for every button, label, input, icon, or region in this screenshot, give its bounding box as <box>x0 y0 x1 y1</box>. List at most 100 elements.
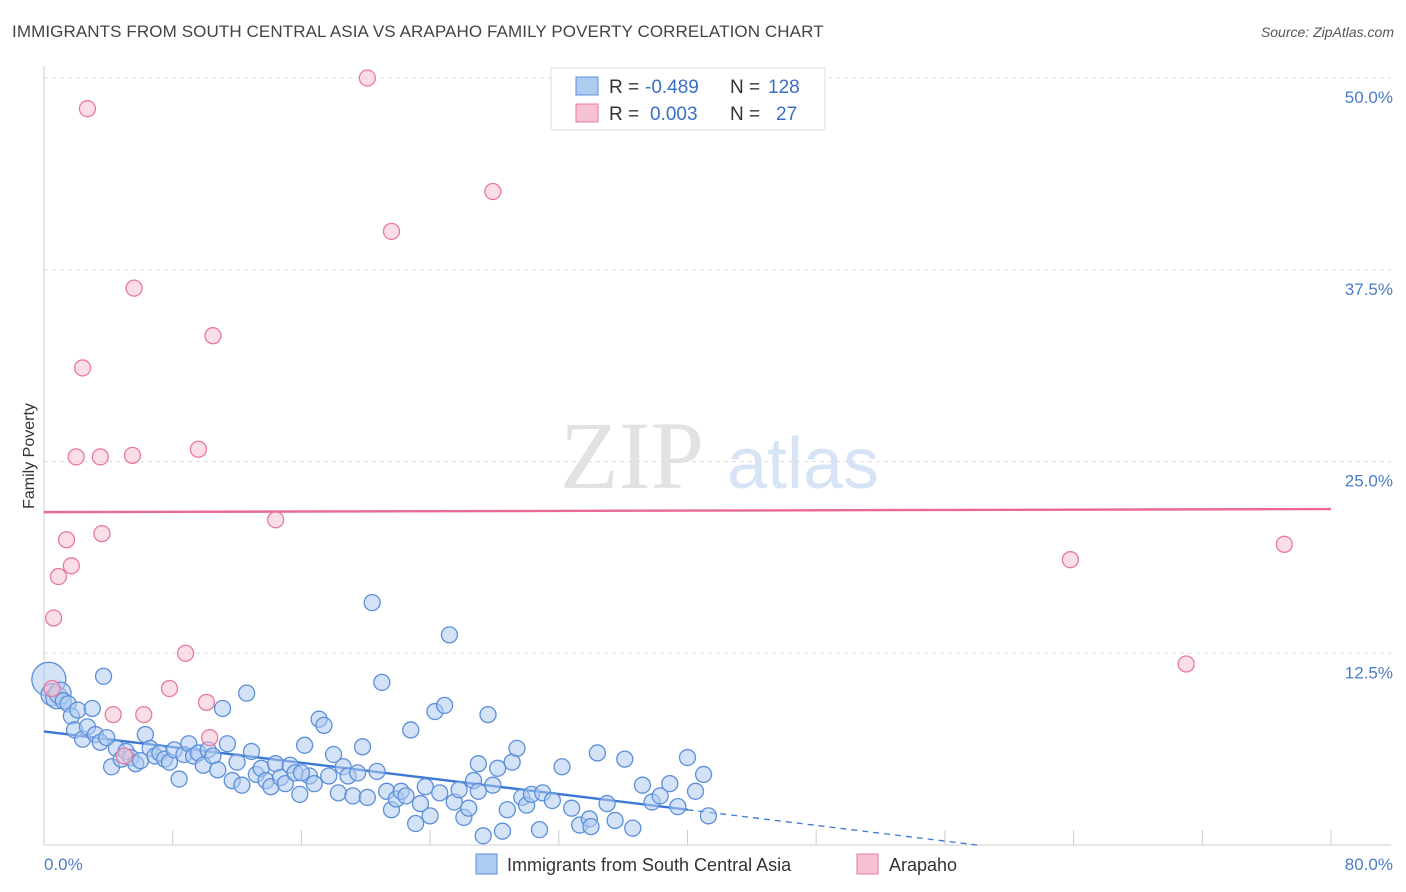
point-arapaho-17 <box>189 440 208 458</box>
chart-title: IMMIGRANTS FROM SOUTH CENTRAL ASIA VS AR… <box>12 22 824 41</box>
point-south-central-asia-58 <box>305 774 323 793</box>
point-south-central-asia-114 <box>624 819 642 837</box>
trend-lines <box>43 507 1332 846</box>
point-arapaho-12 <box>123 446 142 465</box>
point-south-central-asia-66 <box>344 787 362 805</box>
point-south-central-asia-88 <box>450 781 468 799</box>
point-south-central-asia-125 <box>469 755 488 773</box>
stats-n-label-2: N = <box>730 104 760 125</box>
point-south-central-asia-100 <box>508 739 526 758</box>
point-arapaho-18 <box>197 693 216 711</box>
point-arapaho-27 <box>1275 535 1293 553</box>
point-arapaho-16 <box>176 644 195 662</box>
point-south-central-asia-42 <box>228 753 246 771</box>
point-south-central-asia-112 <box>606 811 624 830</box>
point-arapaho-19 <box>201 728 219 747</box>
point-south-central-asia-97 <box>493 822 512 840</box>
point-south-central-asia-84 <box>431 784 449 802</box>
point-south-central-asia-71 <box>368 762 386 781</box>
x-tick-label-1: 80.0% <box>1345 855 1393 874</box>
point-south-central-asia-93 <box>474 827 492 845</box>
axes <box>43 66 1391 846</box>
point-arapaho-3 <box>57 531 76 549</box>
point-south-central-asia-86 <box>440 626 459 644</box>
point-south-central-asia-110 <box>588 744 607 762</box>
point-south-central-asia-106 <box>553 758 571 776</box>
point-south-central-asia-126 <box>530 821 549 839</box>
point-arapaho-21 <box>267 511 285 529</box>
point-south-central-asia-63 <box>329 784 348 802</box>
point-south-central-asia-122 <box>694 765 713 784</box>
point-south-central-asia-119 <box>669 798 687 816</box>
x-tick-label-0: 0.0% <box>44 855 83 874</box>
point-south-central-asia-39 <box>213 699 232 718</box>
point-south-central-asia-40 <box>218 735 237 753</box>
point-south-central-asia-67 <box>349 764 367 782</box>
point-south-central-asia-60 <box>315 716 333 734</box>
point-arapaho-15 <box>160 679 179 698</box>
point-south-central-asia-78 <box>402 721 420 739</box>
y-tick-label-2: 37.5% <box>1345 280 1393 299</box>
point-south-central-asia-111 <box>598 794 616 813</box>
point-south-central-asia-14 <box>94 667 113 685</box>
point-south-central-asia-90 <box>460 799 478 817</box>
point-south-central-asia-107 <box>563 799 581 817</box>
point-south-central-asia-44 <box>238 684 256 702</box>
point-arapaho-22 <box>358 69 377 87</box>
bottom-legend: Immigrants from South Central Asia Arapa… <box>475 853 957 875</box>
point-south-central-asia-94 <box>479 705 497 724</box>
point-south-central-asia-72 <box>373 673 391 692</box>
point-south-central-asia-52 <box>276 774 294 793</box>
stats-n-value-2: 27 <box>776 104 797 125</box>
grid-lines <box>44 77 1391 654</box>
stats-r-label-2: R = <box>609 104 639 125</box>
point-south-central-asia-92 <box>469 782 488 800</box>
point-arapaho-26 <box>1177 655 1195 673</box>
point-south-central-asia-11 <box>83 699 101 718</box>
point-south-central-asia-56 <box>295 736 314 754</box>
point-south-central-asia-68 <box>353 738 372 756</box>
point-arapaho-7 <box>78 100 97 118</box>
point-south-central-asia-30 <box>170 770 188 788</box>
legend-swatch-pink <box>856 853 879 875</box>
trend-line-extension <box>687 809 978 846</box>
point-arapaho-13 <box>125 279 143 297</box>
point-south-central-asia-55 <box>291 785 309 804</box>
point-south-central-asia-124 <box>582 817 600 836</box>
point-south-central-asia-69 <box>358 788 377 807</box>
point-south-central-asia-45 <box>242 742 261 761</box>
point-south-central-asia-38 <box>209 761 227 779</box>
point-south-central-asia-120 <box>678 748 697 767</box>
watermark-zip: ZIP <box>560 402 704 509</box>
watermark-atlas: atlas <box>727 424 879 504</box>
stats-r-value-2: 0.003 <box>650 104 698 125</box>
point-south-central-asia-123 <box>699 807 718 825</box>
legend-swatch-blue <box>475 853 498 875</box>
stats-n-label-1: N = <box>730 77 760 98</box>
point-south-central-asia-98 <box>498 801 516 819</box>
point-south-central-asia-105 <box>543 791 562 810</box>
point-arapaho-1 <box>45 609 63 627</box>
point-arapaho-6 <box>73 359 92 377</box>
point-arapaho-9 <box>93 524 111 543</box>
point-south-central-asia-95 <box>484 776 502 794</box>
y-tick-label-0: 12.5% <box>1345 663 1393 682</box>
point-arapaho-0 <box>43 679 61 698</box>
point-south-central-asia-79 <box>406 814 425 833</box>
point-arapaho-25 <box>1061 551 1080 569</box>
point-arapaho-20 <box>204 327 222 345</box>
legend-label-blue: Immigrants from South Central Asia <box>507 855 792 875</box>
point-south-central-asia-117 <box>651 787 669 805</box>
point-south-central-asia-127 <box>292 764 311 782</box>
point-arapaho-2 <box>49 567 68 586</box>
point-arapaho-8 <box>91 448 109 466</box>
point-south-central-asia-8 <box>69 701 87 719</box>
stats-swatch-pink <box>575 103 599 123</box>
point-south-central-asia-121 <box>686 782 705 800</box>
point-south-central-asia-82 <box>421 807 439 825</box>
y-tick-label-1: 25.0% <box>1345 472 1393 491</box>
point-south-central-asia-118 <box>661 774 679 793</box>
point-south-central-asia-96 <box>489 759 507 777</box>
stats-r-value-1: -0.489 <box>645 77 699 98</box>
